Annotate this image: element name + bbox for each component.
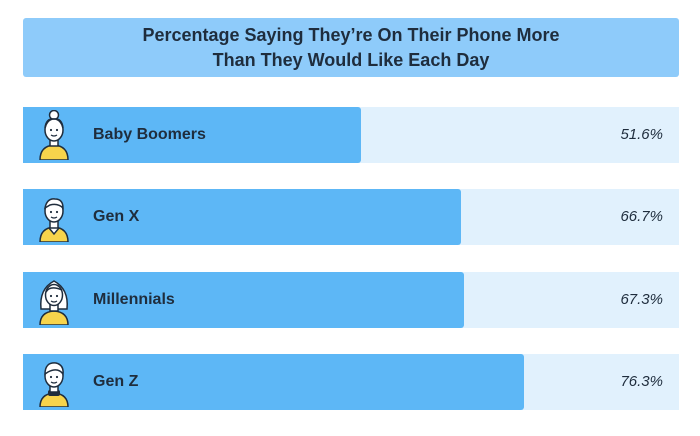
value-label: 51.6% [620, 126, 663, 143]
bar-row: Gen Z 76.3% [23, 354, 679, 410]
bar-row: Baby Boomers 51.6% [23, 107, 679, 163]
millennial-avatar-icon [39, 280, 69, 325]
bar [23, 107, 361, 163]
bar-row: Gen X 66.7% [23, 189, 679, 245]
value-label: 67.3% [620, 291, 663, 308]
category-label: Gen X [93, 208, 140, 225]
bar [23, 354, 524, 410]
chart-title: Percentage Saying They’re On Their Phone… [23, 18, 679, 77]
chart-title-line-1: Percentage Saying They’re On Their Phone… [142, 24, 560, 45]
bar [23, 189, 461, 245]
category-label: Gen Z [93, 373, 139, 390]
value-label: 66.7% [620, 208, 663, 225]
category-label: Millennials [93, 291, 175, 308]
boomer-avatar-icon [39, 110, 69, 160]
bar-row: Millennials 67.3% [23, 272, 679, 328]
bar [23, 272, 464, 328]
gen-z-avatar-icon [39, 362, 69, 407]
gen-x-avatar-icon [39, 198, 69, 242]
chart-title-line-2: Than They Would Like Each Day [212, 49, 490, 70]
category-label: Baby Boomers [93, 126, 206, 143]
value-label: 76.3% [620, 373, 663, 390]
